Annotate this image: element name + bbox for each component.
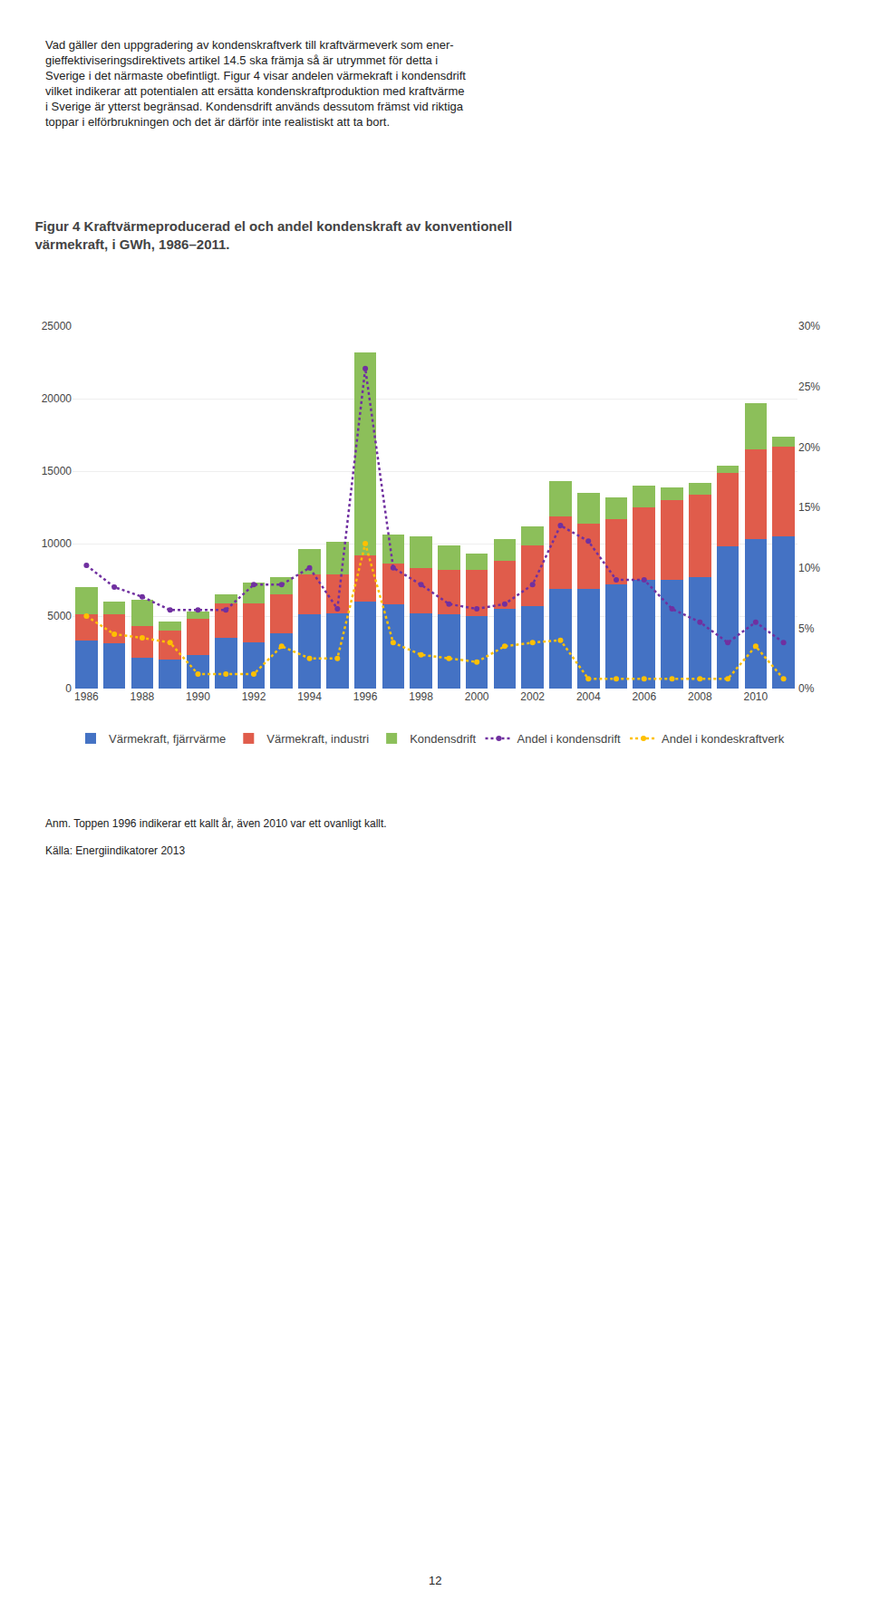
- svg-text:2004: 2004: [576, 690, 601, 704]
- svg-text:1990: 1990: [185, 690, 211, 704]
- svg-text:Anm. Toppen 1996 indikerar ett: Anm. Toppen 1996 indikerar ett kallt år,…: [45, 817, 387, 831]
- svg-text:1992: 1992: [241, 690, 267, 704]
- svg-text:10000: 10000: [41, 537, 73, 551]
- svg-text:30%: 30%: [798, 319, 821, 333]
- svg-text:5%: 5%: [798, 622, 815, 636]
- svg-text:Kondensdrift: Kondensdrift: [409, 732, 476, 746]
- svg-text:15000: 15000: [41, 464, 73, 478]
- svg-text:Figur 4 Kraftvärmeproducerad e: Figur 4 Kraftvärmeproducerad el och ande…: [34, 218, 513, 252]
- svg-text:1986: 1986: [74, 690, 99, 704]
- svg-text:1988: 1988: [130, 690, 155, 704]
- svg-text:2008: 2008: [687, 690, 713, 704]
- svg-text:12: 12: [428, 1574, 442, 1588]
- svg-text:10%: 10%: [798, 561, 821, 575]
- svg-text:Andel i kondeskraftverk: Andel i kondeskraftverk: [661, 732, 785, 746]
- svg-text:2006: 2006: [631, 690, 657, 704]
- svg-text:Värmekraft, industri: Värmekraft, industri: [266, 732, 369, 746]
- svg-text:15%: 15%: [798, 501, 821, 514]
- svg-text:Källa: Energiindikatorer 2013: Källa: Energiindikatorer 2013: [45, 844, 185, 858]
- svg-text:2010: 2010: [743, 690, 768, 704]
- svg-text:5000: 5000: [47, 609, 72, 623]
- svg-text:Vad gäller den uppgradering av: Vad gäller den uppgradering av kondenskr…: [45, 38, 466, 129]
- svg-text:1994: 1994: [297, 690, 322, 704]
- svg-text:25000: 25000: [41, 319, 73, 333]
- svg-text:Värmekraft, fjärrvärme: Värmekraft, fjärrvärme: [108, 732, 226, 746]
- svg-text:2002: 2002: [520, 690, 545, 704]
- svg-text:20000: 20000: [41, 392, 73, 406]
- svg-text:Andel i kondensdrift: Andel i kondensdrift: [517, 732, 622, 746]
- svg-text:25%: 25%: [798, 380, 821, 394]
- svg-text:20%: 20%: [798, 441, 821, 455]
- svg-text:1996: 1996: [353, 690, 378, 704]
- svg-text:1998: 1998: [408, 690, 434, 704]
- svg-text:0: 0: [65, 682, 72, 696]
- svg-text:0%: 0%: [798, 682, 815, 696]
- svg-text:2000: 2000: [464, 690, 490, 704]
